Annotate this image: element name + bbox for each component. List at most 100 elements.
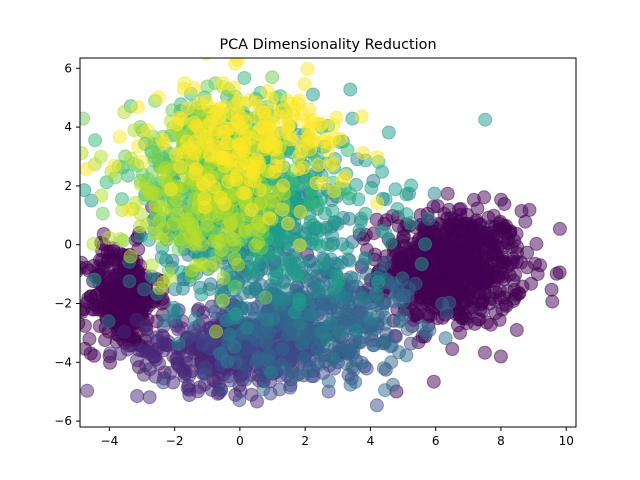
scatter-point: [454, 223, 469, 238]
scatter-point: [529, 236, 544, 251]
scatter-point: [378, 317, 392, 331]
scatter-point: [305, 134, 320, 149]
scatter-point: [485, 244, 500, 259]
scatter-point: [232, 393, 247, 408]
scatter-point: [518, 214, 533, 229]
scatter-point: [348, 374, 363, 389]
scatter-point: [156, 375, 171, 390]
scatter-point: [250, 333, 265, 348]
scatter-point: [331, 273, 346, 288]
scatter-point: [396, 294, 411, 309]
scatter-point: [545, 294, 560, 309]
scatter-point: [452, 202, 467, 217]
scatter-point: [133, 177, 148, 192]
scatter-point: [293, 316, 308, 331]
scatter-point: [228, 58, 243, 71]
scatter-point: [101, 314, 116, 329]
scatter-point: [227, 339, 242, 354]
scatter-point: [384, 355, 399, 370]
scatter-point: [80, 111, 91, 126]
scatter-point: [363, 311, 378, 326]
scatter-point: [445, 342, 460, 356]
scatter-point: [251, 235, 265, 250]
scatter-point: [418, 237, 433, 252]
scatter-point: [477, 345, 492, 360]
scatter-point: [275, 342, 290, 356]
scatter-point: [354, 355, 369, 370]
scatter-point: [369, 398, 384, 413]
scatter-point: [288, 265, 303, 280]
scatter-point: [280, 318, 295, 333]
scatter-point: [93, 149, 108, 164]
scatter-point: [469, 263, 484, 278]
y-tick-label: 4: [64, 120, 72, 134]
scatter-point: [301, 364, 316, 379]
scatter-point: [260, 84, 275, 99]
scatter-point: [117, 324, 132, 339]
scatter-point: [340, 143, 355, 157]
scatter-point: [293, 204, 308, 219]
scatter-point: [352, 223, 367, 238]
x-tick-label: 4: [367, 434, 375, 448]
scatter-point: [509, 323, 524, 337]
scatter-point: [426, 199, 441, 214]
scatter-point: [80, 260, 94, 275]
scatter-point: [144, 258, 159, 273]
scatter-point: [130, 100, 145, 115]
scatter-point: [258, 139, 273, 154]
plot-frame: [79, 57, 577, 428]
scatter-point: [197, 367, 212, 382]
scatter-point: [306, 87, 320, 102]
scatter-point: [383, 235, 398, 250]
scatter-point: [123, 249, 138, 264]
x-tick-label: 0: [236, 434, 244, 448]
scatter-point: [438, 331, 453, 346]
scatter-point: [238, 127, 253, 142]
scatter-point: [399, 207, 414, 222]
scatter-point: [292, 292, 307, 307]
scatter-point: [170, 351, 185, 366]
scatter-point: [399, 187, 414, 202]
scatter-point: [340, 241, 355, 256]
scatter-point: [87, 272, 102, 287]
scatter-point: [95, 206, 110, 221]
scatter-point: [384, 338, 399, 353]
scatter-point: [189, 162, 203, 176]
scatter-point: [294, 337, 309, 352]
x-tick-label: 6: [432, 434, 440, 448]
scatter-point: [358, 252, 373, 266]
scatter-point: [296, 160, 311, 175]
scatter-point: [173, 159, 188, 174]
scatter-point: [214, 383, 229, 398]
scatter-point: [252, 182, 267, 197]
scatter-point: [212, 210, 227, 225]
scatter-point: [180, 134, 194, 149]
scatter-point: [247, 109, 262, 124]
scatter-point: [497, 197, 512, 211]
scatter-point: [370, 196, 385, 210]
scatter-point: [122, 203, 137, 218]
scatter-point: [215, 76, 230, 91]
scatter-point: [131, 139, 146, 154]
scatter-point: [228, 307, 243, 322]
scatter-point: [297, 77, 312, 92]
scatter-point: [245, 263, 260, 278]
scatter-point: [325, 203, 340, 218]
scatter-points: [80, 58, 567, 413]
scatter-point: [507, 291, 522, 306]
scatter-point: [329, 110, 344, 125]
scatter-point: [326, 352, 341, 367]
scatter-point: [421, 211, 436, 226]
scatter-point: [370, 287, 384, 302]
scatter-point: [426, 374, 441, 389]
y-tick-label: −4: [54, 355, 72, 369]
scatter-point: [295, 106, 310, 121]
x-tick-label: −2: [166, 434, 184, 448]
y-tick-label: 0: [64, 238, 72, 252]
scatter-point: [180, 101, 195, 116]
scatter-point: [276, 178, 291, 193]
scatter-point: [237, 71, 252, 85]
scatter-point: [327, 184, 342, 199]
scatter-point: [328, 215, 343, 230]
scatter-point: [364, 181, 379, 195]
